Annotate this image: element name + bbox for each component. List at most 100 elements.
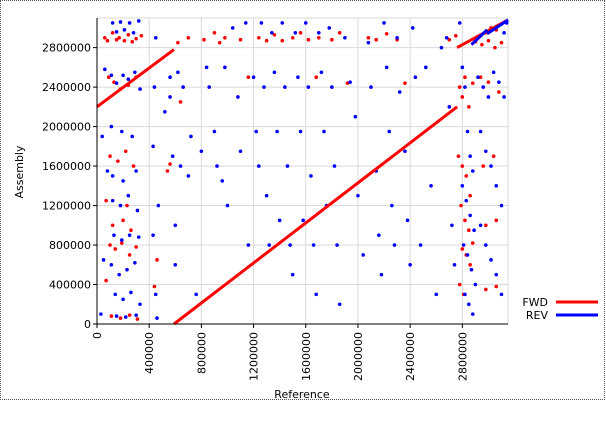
rev-point [452, 262, 457, 267]
rev-point [392, 243, 397, 247]
fwd-point [493, 45, 497, 50]
rev-point [170, 154, 175, 158]
alignment-lines [96, 18, 509, 326]
fwd-point [223, 35, 227, 40]
rev-point [238, 149, 243, 154]
fwd-point [139, 33, 144, 38]
rev-point [130, 134, 135, 139]
fwd-alignment-line [96, 48, 175, 109]
fwd-point [484, 287, 488, 292]
y-axis-ticks: 0 400000 800000 1200000 1600000 2000000 240000… [42, 42, 97, 331]
rev-point [465, 253, 470, 257]
rev-point [173, 223, 178, 228]
rev-point [109, 73, 114, 78]
rev-point [178, 164, 183, 168]
rev-point [153, 35, 158, 40]
rev-point [109, 124, 114, 129]
rev-point [288, 243, 292, 247]
rev-point [408, 262, 412, 267]
plot-background [97, 18, 508, 324]
rev-point [327, 26, 332, 30]
fwd-point [125, 203, 129, 208]
rev-point [176, 70, 180, 75]
rev-point [311, 243, 316, 247]
rev-point [189, 134, 193, 139]
rev-point [131, 31, 136, 35]
rev-point [110, 198, 115, 203]
rev-point [110, 174, 115, 178]
fwd-point [238, 37, 243, 42]
fwd-point [298, 31, 303, 35]
y-tick-label: 0 [84, 318, 91, 331]
fwd-point [456, 154, 461, 158]
rev-point [134, 169, 138, 173]
rev-point [262, 85, 266, 89]
rev-point [133, 70, 137, 75]
fwd-point [106, 75, 111, 80]
rev-point [199, 149, 204, 154]
fwd-point [212, 31, 217, 35]
x-tick-label: 400000 [143, 332, 156, 374]
legend-label-rev: REV [526, 309, 549, 322]
rev-point [434, 292, 439, 297]
rev-alignment-line [470, 28, 489, 46]
rev-point [173, 262, 178, 267]
fwd-point [460, 95, 465, 99]
rev-point [155, 316, 159, 320]
rev-point [470, 169, 475, 173]
rev-point [236, 95, 240, 99]
fwd-point [280, 38, 285, 43]
fwd-point [186, 35, 191, 40]
rev-point [439, 45, 444, 50]
fwd-point [484, 223, 488, 228]
rev-point [330, 85, 334, 89]
rev-point [275, 129, 279, 134]
fwd-point [337, 31, 342, 35]
fwd-point [130, 39, 135, 44]
fwd-point [110, 31, 115, 35]
rev-point [502, 95, 506, 99]
fwd-point [374, 37, 379, 42]
rev-point [109, 262, 114, 267]
rev-point [119, 238, 124, 242]
fwd-point [480, 42, 484, 47]
fwd-point [486, 38, 491, 43]
rev-point [296, 75, 300, 80]
rev-point [122, 28, 127, 32]
rev-point [119, 129, 124, 134]
fwd-point [134, 245, 138, 249]
fwd-point [470, 81, 475, 85]
fwd-point [330, 37, 334, 42]
rev-point [337, 302, 342, 307]
rev-point [476, 75, 480, 80]
fwd-point [176, 40, 180, 45]
rev-point [463, 292, 467, 297]
rev-point [377, 233, 381, 237]
fwd-point [447, 37, 452, 42]
rev-point [220, 179, 225, 183]
y-tick-label: 800000 [49, 239, 91, 252]
rev-point [481, 85, 486, 89]
rev-point [469, 267, 474, 272]
rev-point [309, 174, 313, 178]
rev-point [270, 31, 274, 35]
rev-point [259, 21, 264, 25]
rev-point [489, 258, 493, 262]
fwd-point [134, 36, 138, 41]
rev-point [127, 21, 132, 25]
rev-point [123, 315, 128, 319]
fwd-point [155, 258, 159, 262]
rev-point [489, 164, 493, 168]
rev-alignment-line [486, 18, 509, 36]
fwd-point [366, 35, 371, 40]
rev-point [121, 179, 125, 183]
rev-point [121, 297, 125, 302]
fwd-point [403, 81, 407, 85]
rev-point [212, 129, 217, 134]
rev-point [283, 85, 287, 89]
rev-point [100, 134, 105, 139]
fwd-point [272, 32, 277, 37]
rev-point [499, 292, 504, 297]
rev-point [397, 90, 402, 94]
y-tick-label: 2000000 [42, 121, 91, 134]
